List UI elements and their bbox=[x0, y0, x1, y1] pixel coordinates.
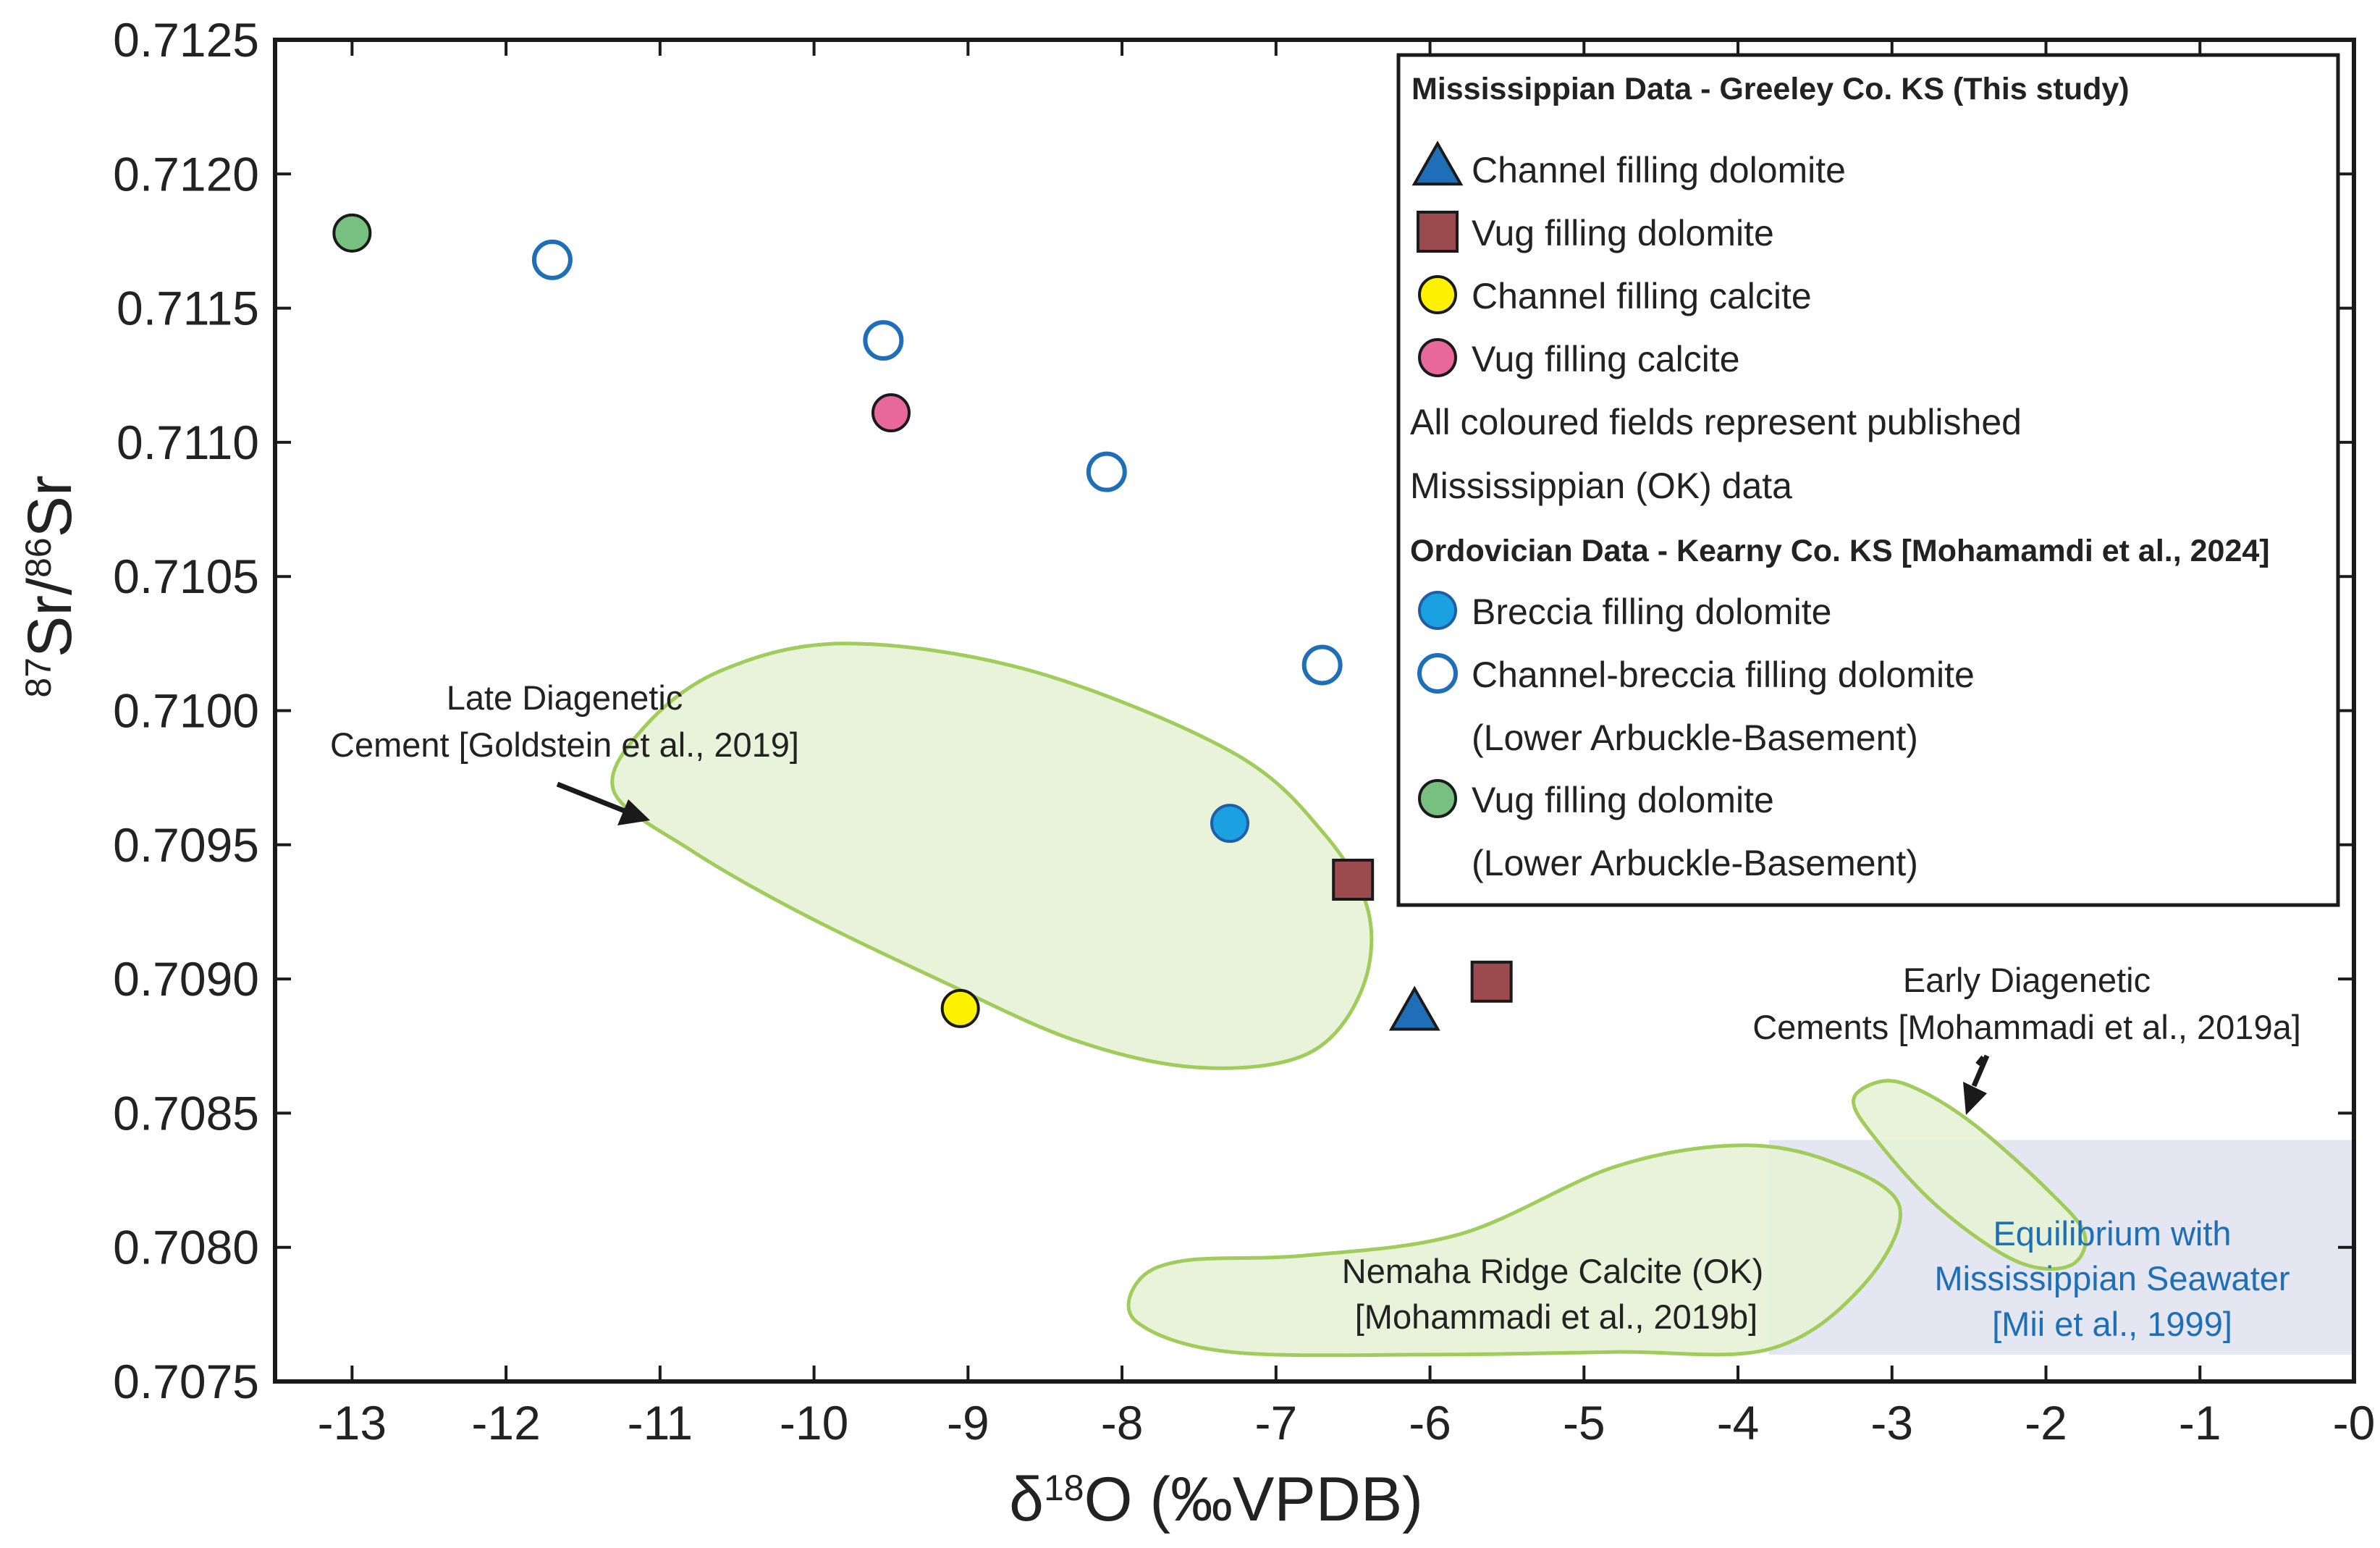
x-tick-label: -13 bbox=[318, 1396, 387, 1450]
legend-mississippian-items: Channel filling dolomite Vug filling dolo… bbox=[1411, 140, 1846, 379]
x-tick-label: -7 bbox=[1254, 1396, 1297, 1450]
annotation-late-diagenetic-arrowhead bbox=[617, 799, 650, 825]
legend-heading-mississippian: Mississippian Data - Greeley Co. KS (Thi… bbox=[1411, 72, 2130, 106]
legend-note-line1: All coloured fields represent published bbox=[1410, 402, 2022, 442]
data-point bbox=[940, 988, 980, 1028]
data-points-layer bbox=[332, 213, 1513, 1031]
field-nemaha-ridge bbox=[1126, 1143, 1902, 1358]
annotation-early-diagenetic-line2: Cements [Mohammadi et al., 2019a] bbox=[1752, 1008, 2301, 1046]
data-point bbox=[531, 239, 573, 280]
legend-marker bbox=[1418, 591, 1457, 630]
legend-marker bbox=[1418, 275, 1457, 314]
x-tick-label: -10 bbox=[780, 1396, 848, 1450]
x-tick-label: -5 bbox=[1563, 1396, 1605, 1450]
published-fields-layer bbox=[610, 642, 2088, 1358]
annotation-nemaha-line1: Nemaha Ridge Calcite (OK) bbox=[1342, 1252, 1764, 1290]
y-axis-title: 87Sr/86Sr bbox=[15, 475, 85, 697]
legend-label: Channel-breccia filling dolomite bbox=[1472, 655, 1975, 695]
x-tick-label: -8 bbox=[1101, 1396, 1144, 1450]
x-tick-label: -9 bbox=[947, 1396, 989, 1450]
x-axis-title-superscript: 18 bbox=[1044, 1468, 1084, 1508]
x-tick-label: -2 bbox=[2025, 1396, 2067, 1450]
annotation-early-diagenetic-arrow bbox=[1975, 1055, 1986, 1067]
y-tick-label: 0.7110 bbox=[117, 416, 259, 469]
legend-label: Channel filling dolomite bbox=[1472, 150, 1846, 190]
y-tick-label: 0.7090 bbox=[113, 952, 259, 1006]
axes-layer: -13 -12 -11 -10 -9 -8 -7 -6 -5 -4 -3 -2 -1 -0 0.7075 0.… bbox=[113, 13, 2375, 1450]
legend-sublabel: (Lower Arbuckle-Basement) bbox=[1472, 843, 1918, 883]
x-tick-label: -11 bbox=[628, 1396, 693, 1450]
annotations-layer: Late Diagenetic Cement [Goldstein et al.… bbox=[330, 678, 2301, 1343]
data-point bbox=[332, 213, 372, 253]
legend-sublabel: (Lower Arbuckle-Basement) bbox=[1472, 718, 1918, 758]
y-tick-label: 0.7105 bbox=[113, 550, 259, 603]
legend-label: Vug filling dolomite bbox=[1472, 780, 1774, 820]
legend: Mississippian Data - Greeley Co. KS (Thi… bbox=[1396, 53, 2340, 907]
x-tick-label: -6 bbox=[1409, 1396, 1451, 1450]
x-tick-label: -4 bbox=[1717, 1396, 1760, 1450]
annotation-seawater-line3: [Mii et al., 1999] bbox=[1992, 1305, 2232, 1343]
x-tick-label: -0 bbox=[2333, 1396, 2376, 1450]
legend-ordovician-items: Breccia filling dolomite Channel-breccia … bbox=[1417, 591, 1975, 883]
annotation-seawater-line2: Mississippian Seawater bbox=[1934, 1259, 2290, 1297]
y-axis-title-superscript-1: 87 bbox=[18, 657, 59, 698]
x-tick-label: -1 bbox=[2179, 1396, 2221, 1450]
x-axis-title: δ18O (‰VPDB) bbox=[1009, 1465, 1423, 1534]
x-tick-label: -3 bbox=[1870, 1396, 1913, 1450]
y-axis-title-superscript-2: 86 bbox=[18, 537, 59, 578]
legend-marker bbox=[1418, 779, 1457, 818]
y-tick-label: 0.7100 bbox=[113, 684, 259, 738]
data-point bbox=[1086, 451, 1127, 492]
y-tick-label: 0.7085 bbox=[113, 1086, 259, 1140]
annotation-early-diagenetic-line1: Early Diagenetic bbox=[1903, 961, 2151, 999]
x-axis-title-prefix: δ bbox=[1009, 1465, 1044, 1534]
legend-label: Vug filling calcite bbox=[1472, 339, 1740, 379]
legend-box bbox=[1396, 53, 2340, 907]
legend-marker bbox=[1411, 140, 1464, 186]
y-axis-title-main-1: Sr/ bbox=[15, 578, 85, 657]
annotation-late-diagenetic-line1: Late Diagenetic bbox=[447, 678, 683, 717]
legend-label: Vug filling dolomite bbox=[1472, 213, 1774, 253]
annotation-late-diagenetic-line2: Cement [Goldstein et al., 2019] bbox=[330, 725, 799, 764]
x-tick-label: -12 bbox=[471, 1396, 540, 1450]
data-point bbox=[1470, 960, 1513, 1003]
y-tick-label: 0.7115 bbox=[117, 282, 259, 335]
data-point bbox=[1332, 858, 1375, 901]
y-axis-title-main-2: Sr bbox=[15, 475, 85, 537]
annotation-nemaha-line2: [Mohammadi et al., 2019b] bbox=[1355, 1297, 1757, 1336]
y-tick-label: 0.7075 bbox=[113, 1355, 259, 1408]
data-point bbox=[863, 320, 904, 361]
legend-marker bbox=[1417, 211, 1459, 253]
y-tick-label: 0.7125 bbox=[113, 13, 259, 67]
data-point bbox=[1301, 644, 1343, 686]
legend-label: Channel filling calcite bbox=[1472, 276, 1812, 316]
legend-label: Breccia filling dolomite bbox=[1472, 592, 1831, 632]
legend-marker bbox=[1418, 338, 1457, 377]
annotation-seawater-line1: Equilibrium with bbox=[1993, 1214, 2231, 1253]
data-point bbox=[871, 393, 911, 433]
field-late-diagenetic bbox=[610, 642, 1374, 1070]
y-tick-label: 0.7120 bbox=[113, 147, 259, 201]
annotation-early-diagenetic-arrowhead bbox=[1963, 1082, 1987, 1115]
x-axis-title-main: O (‰VPDB) bbox=[1084, 1465, 1423, 1534]
legend-marker bbox=[1417, 653, 1458, 694]
annotation-early-diagenetic-arrow-line bbox=[1971, 1054, 1990, 1088]
y-tick-label: 0.7095 bbox=[113, 818, 259, 872]
legend-heading-ordovician: Ordovician Data - Kearny Co. KS [Mohamam… bbox=[1410, 534, 2270, 568]
legend-note-line2: Mississippian (OK) data bbox=[1410, 466, 1792, 506]
data-point bbox=[1388, 985, 1440, 1031]
field-early-diagenetic bbox=[1852, 1079, 2088, 1271]
annotation-late-diagenetic-arrow bbox=[556, 781, 630, 815]
data-point bbox=[1210, 804, 1249, 844]
y-tick-label: 0.7080 bbox=[113, 1221, 259, 1274]
